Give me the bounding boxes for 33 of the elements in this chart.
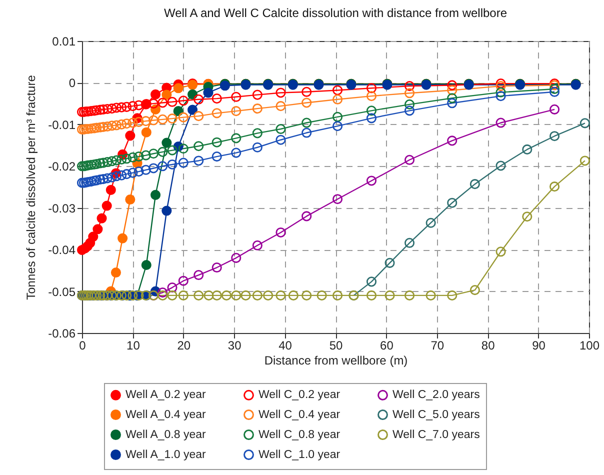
x-tick-label: 0	[79, 338, 86, 352]
x-tick-label: 30	[228, 338, 242, 352]
y-tick-label: -0.01	[48, 118, 76, 132]
legend-label: Well A_0.8 year	[126, 428, 206, 441]
x-tick-label: 50	[329, 338, 343, 352]
y-tick-label: -0.04	[48, 243, 76, 258]
y-tick-label: 0	[68, 76, 76, 90]
chart-title: Well A and Well C Calcite dissolution with distance from wellbore	[164, 6, 508, 20]
legend-label: Well C_0.2 year	[258, 389, 340, 402]
legend-label: Well C_5.0 years	[392, 408, 480, 421]
y-tick-label: -0.05	[48, 284, 76, 299]
legend-label: Well C_0.8 year	[258, 428, 340, 441]
y-axis-title: Tonnes of calcite dissolved per m³ fracture	[24, 74, 38, 300]
x-tick-label: 20	[177, 338, 191, 352]
y-tick-label: 0.01	[52, 34, 76, 48]
legend-label: Well A_0.4 year	[126, 408, 206, 421]
x-tick-label: 90	[532, 338, 546, 352]
legend-label: Well A_0.2 year	[126, 389, 206, 402]
x-tick-label: 60	[380, 338, 394, 352]
legend-label: Well C_7.0 years	[392, 428, 480, 441]
y-tick-label: -0.02	[48, 160, 76, 174]
x-tick-label: 80	[481, 338, 496, 352]
legend-label: Well C_0.4 year	[258, 408, 340, 421]
x-axis-title: Distance from wellbore (m)	[264, 354, 408, 368]
x-tick-label: 70	[430, 338, 444, 352]
x-tick-label: 10	[126, 338, 140, 352]
x-tick-label: 40	[278, 338, 292, 352]
y-tick-label: -0.06	[48, 326, 76, 340]
legend-label: Well C_1.0 year	[258, 448, 340, 461]
x-tick-label: 100	[579, 338, 600, 352]
legend-label: Well A_1.0 year	[126, 448, 206, 461]
legend-label: Well C_2.0 years	[392, 389, 480, 402]
y-tick-label: -0.03	[48, 201, 76, 216]
